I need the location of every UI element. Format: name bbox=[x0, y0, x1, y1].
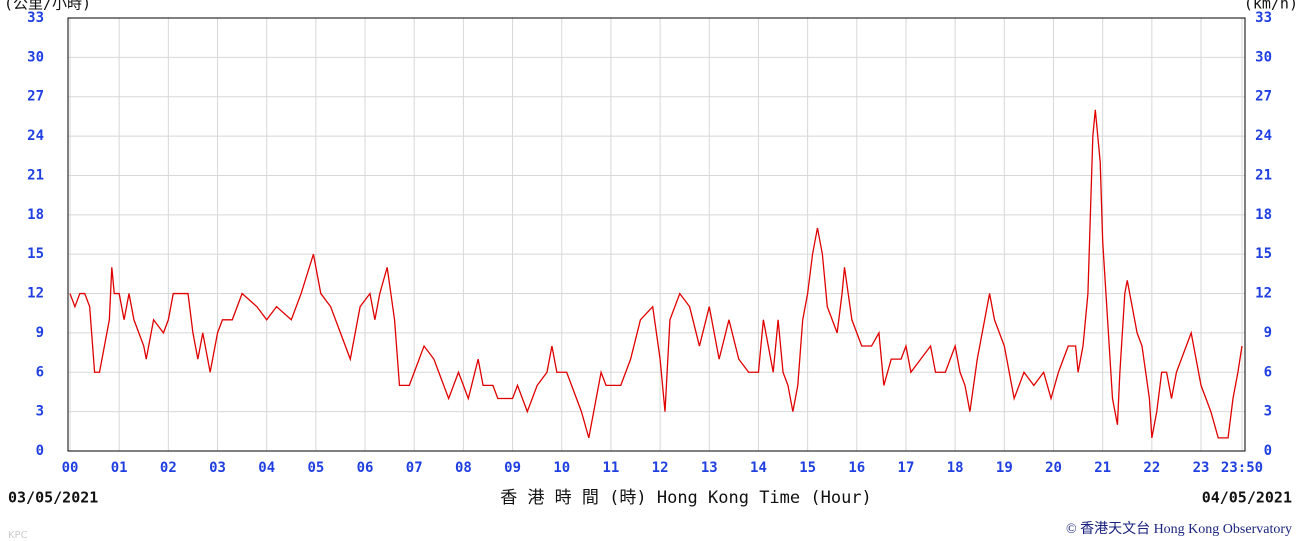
y2-tick-label: 9 bbox=[1264, 325, 1272, 341]
plot-border bbox=[67, 17, 1246, 452]
y-tick-label: 9 bbox=[36, 325, 44, 341]
data-line bbox=[69, 109, 1243, 439]
x-tick-label: 21 bbox=[1094, 460, 1111, 476]
x-tick-label: 12 bbox=[652, 460, 669, 476]
x-tick-label: 23 bbox=[1193, 460, 1210, 476]
y-tick-label: 21 bbox=[27, 167, 44, 183]
x-tick-label: 13 bbox=[701, 460, 718, 476]
x-tick-label: 10 bbox=[553, 460, 570, 476]
y2-tick-label: 18 bbox=[1255, 207, 1272, 223]
x-tick-label: 17 bbox=[898, 460, 915, 476]
y-axis-label-left: (公里/小時) bbox=[4, 0, 91, 13]
y2-tick-label: 6 bbox=[1264, 364, 1272, 380]
y-tick-label: 33 bbox=[27, 10, 44, 26]
plot-area bbox=[68, 18, 1245, 451]
x-tick-label: 06 bbox=[357, 460, 374, 476]
x-tick-label: 20 bbox=[1045, 460, 1062, 476]
x-axis-label: 香 港 時 間 (時) Hong Kong Time (Hour) bbox=[500, 488, 872, 508]
y-tick-label: 12 bbox=[27, 286, 44, 302]
y-tick-label: 3 bbox=[36, 404, 44, 420]
x-tick-label: 00 bbox=[62, 460, 79, 476]
start-date: 03/05/2021 bbox=[8, 489, 98, 507]
y-tick-label: 30 bbox=[27, 49, 44, 65]
y2-tick-label: 15 bbox=[1255, 246, 1272, 262]
x-tick-label: 01 bbox=[111, 460, 128, 476]
x-tick-label: 05 bbox=[307, 460, 324, 476]
x-tick-label: 18 bbox=[947, 460, 964, 476]
y-tick-label: 0 bbox=[36, 443, 44, 459]
y-axis-label-right: (km/h) bbox=[1244, 0, 1298, 13]
x-tick-label: 11 bbox=[602, 460, 619, 476]
end-date: 04/05/2021 bbox=[1202, 489, 1292, 507]
x-tick-label: 07 bbox=[406, 460, 423, 476]
y2-tick-label: 21 bbox=[1255, 167, 1272, 183]
x-tick-label: 09 bbox=[504, 460, 521, 476]
x-tick-label: 04 bbox=[258, 460, 275, 476]
x-tick-label: 23:50 bbox=[1221, 460, 1263, 476]
x-tick-label: 02 bbox=[160, 460, 177, 476]
y2-tick-label: 0 bbox=[1264, 443, 1272, 459]
y-tick-label: 18 bbox=[27, 207, 44, 223]
x-tick-label: 19 bbox=[996, 460, 1013, 476]
y-tick-label: 27 bbox=[27, 89, 44, 105]
y2-tick-label: 24 bbox=[1255, 128, 1272, 144]
x-tick-label: 08 bbox=[455, 460, 472, 476]
y-tick-label: 6 bbox=[36, 364, 44, 380]
x-tick-label: 16 bbox=[848, 460, 865, 476]
y2-tick-label: 27 bbox=[1255, 89, 1272, 105]
x-tick-label: 22 bbox=[1143, 460, 1160, 476]
y-tick-label: 15 bbox=[27, 246, 44, 262]
y2-tick-label: 3 bbox=[1264, 404, 1272, 420]
y2-tick-label: 12 bbox=[1255, 286, 1272, 302]
x-tick-label: 15 bbox=[799, 460, 816, 476]
y2-tick-label: 33 bbox=[1255, 10, 1272, 26]
source: © 香港天文台 Hong Kong Observatory bbox=[1066, 521, 1292, 537]
y2-tick-label: 30 bbox=[1255, 49, 1272, 65]
y-tick-label: 24 bbox=[27, 128, 44, 144]
x-tick-label: 03 bbox=[209, 460, 226, 476]
watermark: KPC bbox=[8, 530, 28, 541]
x-tick-label: 14 bbox=[750, 460, 767, 476]
